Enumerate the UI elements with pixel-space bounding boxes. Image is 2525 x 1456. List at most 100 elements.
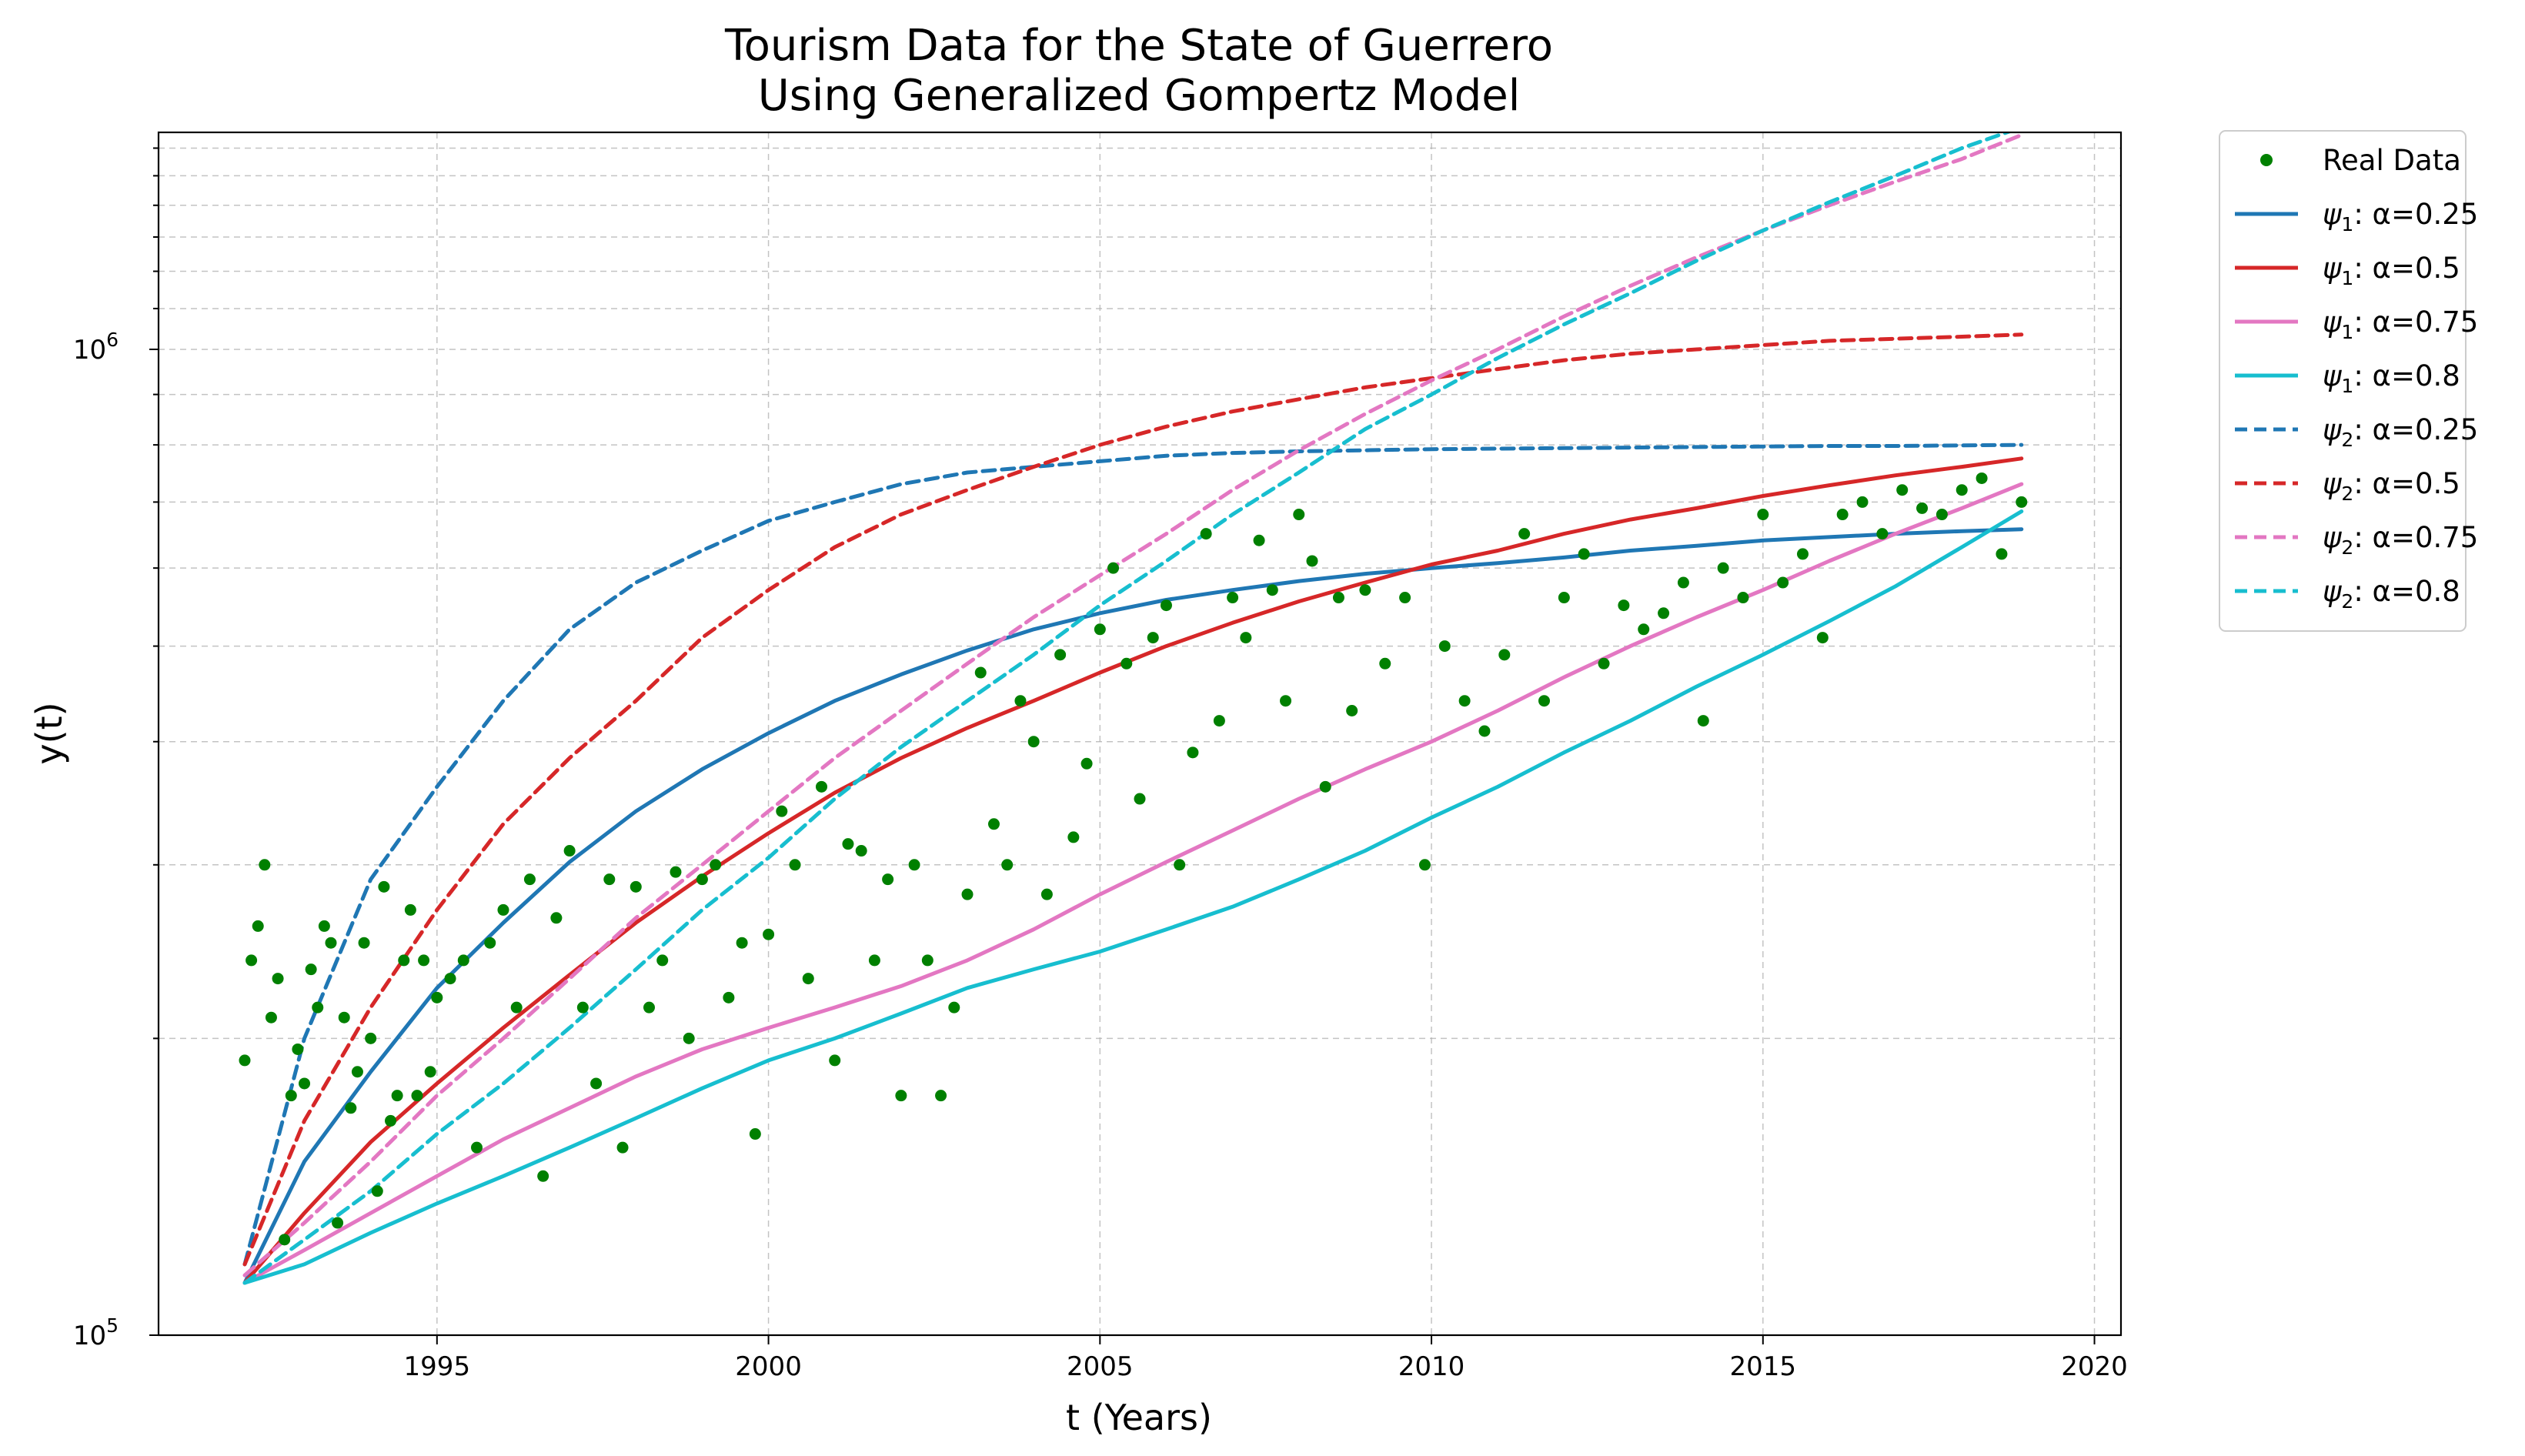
data-point	[385, 1114, 397, 1127]
data-point	[948, 1001, 960, 1014]
data-point	[1956, 484, 1968, 496]
x-axis-label: t (Years)	[1066, 1397, 1212, 1438]
data-point	[411, 1090, 423, 1102]
data-point	[418, 954, 430, 967]
data-point	[1040, 888, 1053, 900]
data-point	[1916, 502, 1929, 514]
data-point	[908, 859, 920, 871]
data-point	[378, 880, 390, 893]
x-tick-label: 2005	[1067, 1351, 1134, 1382]
data-point	[1134, 793, 1146, 805]
data-point	[1638, 623, 1650, 636]
data-point	[1280, 695, 1292, 707]
data-point	[1618, 599, 1630, 612]
data-point	[332, 1217, 344, 1229]
data-point	[1346, 705, 1358, 717]
data-point	[305, 963, 317, 976]
data-point	[590, 1077, 603, 1090]
data-point	[1737, 592, 1749, 604]
data-point	[259, 859, 271, 871]
legend-psi: ψ	[2323, 359, 2342, 392]
plot-frame	[157, 131, 2123, 1337]
legend-alpha: : α=0.25	[2353, 198, 2478, 231]
data-point	[1578, 548, 1590, 560]
x-tick-label: 1995	[404, 1351, 471, 1382]
data-point	[1319, 780, 1331, 793]
data-point	[723, 991, 735, 1004]
data-point	[391, 1090, 403, 1102]
data-point	[550, 912, 563, 924]
legend-label: ψ1: α=0.75	[2323, 306, 2478, 343]
data-point	[961, 888, 974, 900]
x-tick-label: 2000	[735, 1351, 802, 1382]
data-point	[868, 954, 880, 967]
series-line-ψ2: α=0.25	[242, 442, 2024, 1267]
legend-label: ψ1: α=0.8	[2323, 359, 2460, 397]
legend-label: ψ1: α=0.5	[2323, 252, 2460, 289]
y-tick-exponent: 5	[106, 1314, 119, 1337]
legend-psi: ψ	[2323, 521, 2342, 554]
data-point	[1856, 496, 1869, 508]
series-layer	[242, 132, 2024, 1285]
data-point	[1240, 632, 1252, 644]
data-point	[710, 859, 722, 871]
data-point	[1438, 640, 1451, 653]
x-tick-label: 2015	[1730, 1351, 1797, 1382]
data-point	[1174, 859, 1186, 871]
data-point	[318, 920, 330, 932]
data-point	[935, 1090, 947, 1102]
data-point	[484, 937, 496, 949]
data-point	[404, 903, 416, 916]
legend-marker-real-data	[2260, 154, 2273, 166]
legend-psi: ψ	[2323, 252, 2342, 285]
data-point	[1399, 592, 1411, 604]
data-point	[1253, 534, 1265, 546]
data-point	[1080, 757, 1093, 770]
legend-psi: ψ	[2323, 467, 2342, 500]
data-point	[1498, 649, 1511, 661]
data-point	[1816, 632, 1829, 644]
data-point	[1518, 528, 1531, 540]
data-point	[365, 1032, 377, 1044]
legend-alpha: : α=0.75	[2353, 521, 2478, 554]
data-point	[1054, 649, 1067, 661]
series-line-ψ1: α=0.25	[242, 527, 2024, 1285]
data-point	[815, 780, 827, 793]
data-point	[1658, 607, 1670, 619]
chart-title: Tourism Data for the State of Guerrero	[724, 21, 1553, 71]
data-point	[736, 937, 748, 949]
data-point	[239, 1054, 251, 1067]
legend-subscript: 1	[2341, 213, 2353, 235]
data-point	[285, 1090, 297, 1102]
data-point	[523, 873, 536, 886]
y-tick-exponent: 6	[106, 329, 119, 351]
data-point	[987, 818, 1000, 830]
legend-psi: ψ	[2323, 198, 2342, 231]
legend-subscript: 2	[2341, 590, 2353, 613]
data-point	[603, 873, 616, 886]
series-line-ψ1: α=0.5	[242, 456, 2024, 1285]
data-point	[616, 1141, 629, 1154]
data-point	[842, 838, 854, 850]
legend-alpha: : α=0.5	[2353, 252, 2460, 285]
data-point	[457, 954, 469, 967]
data-point	[1293, 509, 1305, 521]
data-point	[279, 1234, 291, 1246]
data-point	[683, 1032, 695, 1044]
data-point	[1147, 632, 1159, 644]
legend-subscript: 2	[2341, 429, 2353, 451]
legend-alpha: : α=0.8	[2353, 575, 2460, 608]
data-point	[510, 1001, 523, 1014]
data-point	[974, 666, 987, 679]
x-tick-label: 2010	[1398, 1351, 1465, 1382]
data-point	[1187, 746, 1199, 759]
scatter-layer	[239, 472, 2028, 1246]
data-point	[1677, 576, 1689, 589]
legend-psi: ψ	[2323, 413, 2342, 446]
data-point	[1200, 528, 1212, 540]
data-point	[312, 1001, 324, 1014]
data-point	[1836, 509, 1849, 521]
